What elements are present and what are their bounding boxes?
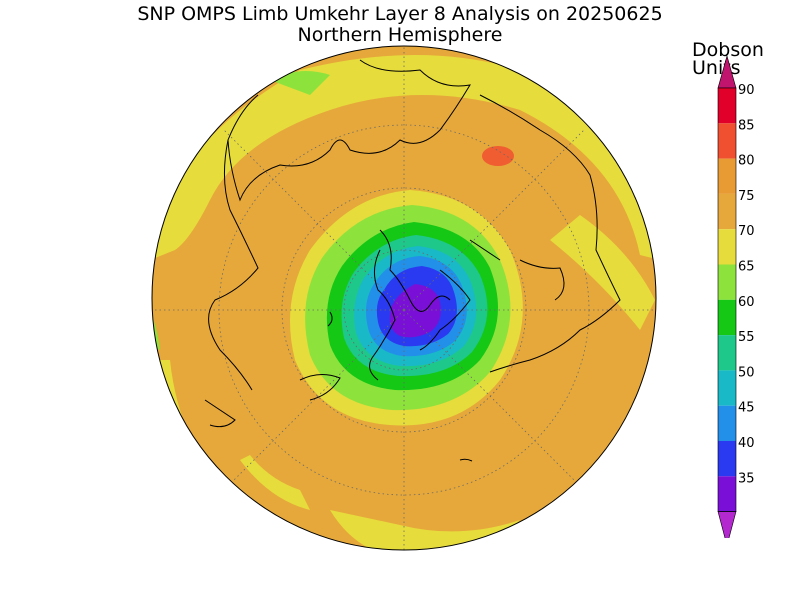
colorbar-tick-85: 85 bbox=[738, 118, 755, 133]
colorbar: 90 85 80 75 70 65 60 55 50 45 40 35 bbox=[717, 54, 755, 538]
title-block: SNP OMPS Limb Umkehr Layer 8 Analysis on… bbox=[0, 0, 800, 48]
colorbar-tick-75: 75 bbox=[738, 189, 755, 204]
colorbar-swatch-60 bbox=[718, 299, 736, 336]
colorbar-swatch-55 bbox=[718, 335, 736, 371]
colorbar-swatch-40 bbox=[718, 441, 736, 477]
colorbar-bottom-arrow bbox=[717, 511, 737, 538]
colorbar-tick-50: 50 bbox=[738, 365, 755, 380]
units-label-line1: Dobson bbox=[692, 39, 764, 61]
map-subtitle: Northern Hemisphere bbox=[297, 24, 503, 46]
field-yellow-southwest bbox=[240, 455, 310, 510]
colorbar-top-arrow bbox=[717, 54, 737, 89]
colorbar-swatch-35 bbox=[718, 476, 736, 512]
map-boundary bbox=[151, 45, 657, 551]
colorbar-tick-70: 70 bbox=[738, 224, 755, 239]
colorbar-tick-55: 55 bbox=[738, 330, 755, 345]
colorbar-swatch-90 bbox=[718, 88, 736, 124]
colorbar-tick-65: 65 bbox=[738, 260, 755, 275]
colorbar-tick-35: 35 bbox=[738, 471, 755, 486]
map-title: SNP OMPS Limb Umkehr Layer 8 Analysis on… bbox=[137, 3, 663, 25]
colorbar-swatch-50 bbox=[718, 370, 736, 406]
colorbar-tick-90: 90 bbox=[738, 83, 755, 98]
colorbar-swatch-85 bbox=[718, 123, 736, 159]
graticule bbox=[152, 46, 656, 550]
colorbar-tick-40: 40 bbox=[738, 436, 755, 451]
colorbar-swatch-70 bbox=[718, 229, 736, 265]
field-hotspot bbox=[482, 146, 514, 166]
ozone-field bbox=[152, 46, 656, 550]
colorbar-swatch-65 bbox=[718, 264, 736, 300]
colorbar-swatch-45 bbox=[718, 405, 736, 441]
field-green-patch-north bbox=[270, 71, 330, 95]
field-yellow-east bbox=[550, 215, 655, 330]
colorbar-frame bbox=[717, 87, 737, 512]
ring-35 bbox=[389, 284, 441, 338]
colorbar-tick-80: 80 bbox=[738, 154, 755, 169]
field-yellow-north bbox=[152, 55, 656, 260]
coastlines bbox=[204, 59, 621, 462]
colorbar-swatch-80 bbox=[718, 158, 736, 194]
colorbar-swatch-75 bbox=[718, 193, 736, 230]
colorbar-tick-60: 60 bbox=[738, 295, 755, 310]
colorbar-tick-45: 45 bbox=[738, 401, 755, 416]
